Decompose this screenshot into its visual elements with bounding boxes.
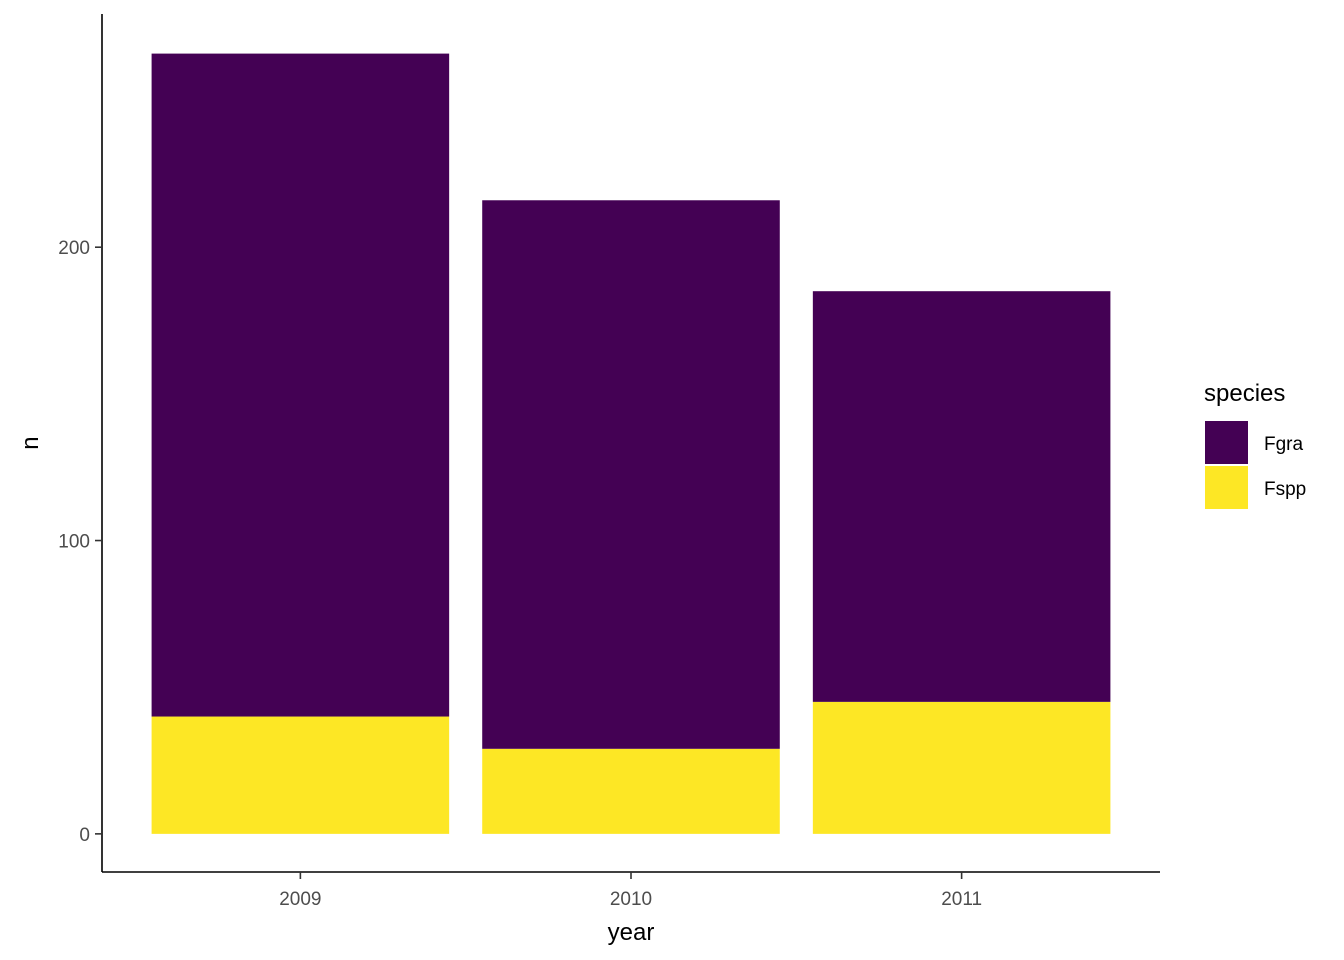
x-axis-title: year	[608, 919, 655, 946]
x-tick-label: 2009	[279, 889, 321, 910]
y-axis-ticks: 0 100 200	[58, 238, 102, 846]
x-axis-ticks: 2009 2010 2011	[279, 872, 982, 910]
legend-title: species	[1204, 380, 1285, 407]
legend-key-fgra	[1205, 421, 1248, 464]
legend: species Fgra Fspp	[1204, 380, 1306, 509]
bar-fspp-2009	[151, 716, 450, 834]
x-tick-label: 2011	[941, 889, 982, 910]
legend-label-fgra: Fgra	[1264, 434, 1304, 455]
bar-fgra-2011	[812, 291, 1111, 702]
bar-fgra-2010	[482, 200, 780, 749]
bar-fspp-2011	[812, 701, 1111, 834]
legend-entries: Fgra Fspp	[1205, 421, 1306, 509]
y-tick-label: 200	[58, 238, 90, 259]
legend-label-fspp: Fspp	[1264, 479, 1306, 500]
plot-area	[151, 53, 1111, 834]
y-tick-label: 100	[58, 532, 90, 553]
legend-key-fspp	[1205, 466, 1248, 509]
y-axis-title: n	[17, 436, 44, 449]
bar-fgra-2009	[151, 53, 450, 717]
x-tick-label: 2010	[610, 889, 652, 910]
bar-fspp-2010	[482, 748, 780, 834]
y-tick-label: 0	[79, 825, 90, 846]
